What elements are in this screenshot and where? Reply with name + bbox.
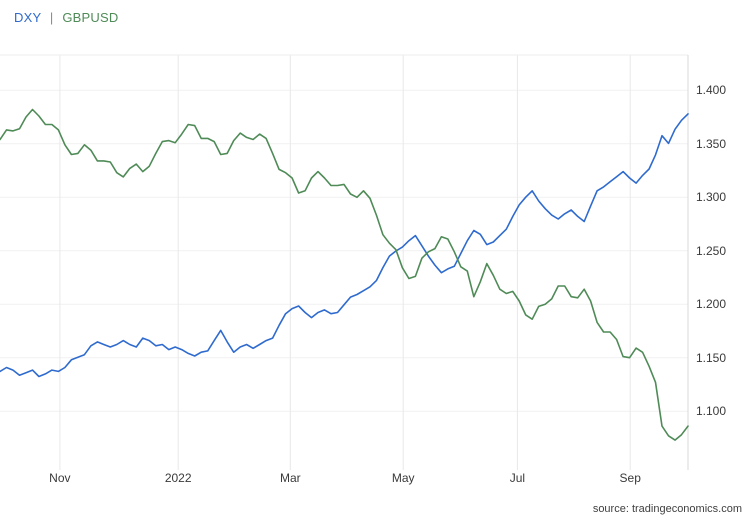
x-axis-label: 2022	[164, 471, 192, 485]
legend-separator: |	[49, 10, 54, 25]
x-axis-label: Sep	[619, 471, 641, 485]
y-axis-label: 1.400	[696, 83, 727, 98]
source-attribution[interactable]: source: tradingeconomics.com	[592, 503, 742, 515]
legend-item-gbpusd[interactable]: GBPUSD	[62, 10, 119, 25]
x-axis-label: Jul	[509, 471, 526, 485]
y-axis-label: 1.350	[696, 136, 727, 151]
x-axis-label: Mar	[279, 471, 301, 485]
y-axis-label: 1.200	[696, 297, 727, 312]
chart-legend: DXY | GBPUSD	[14, 10, 118, 25]
y-axis-label: 1.250	[696, 243, 727, 258]
legend-item-dxy[interactable]: DXY	[14, 10, 42, 25]
dxy-line	[0, 113, 689, 378]
x-axis-label: Nov	[49, 471, 71, 485]
y-axis-label: 1.100	[696, 404, 727, 419]
y-axis-label: 1.300	[696, 190, 727, 205]
gbpusd-line	[0, 108, 689, 441]
x-axis-label: May	[391, 471, 415, 485]
y-axis-label: 1.150	[696, 350, 727, 365]
